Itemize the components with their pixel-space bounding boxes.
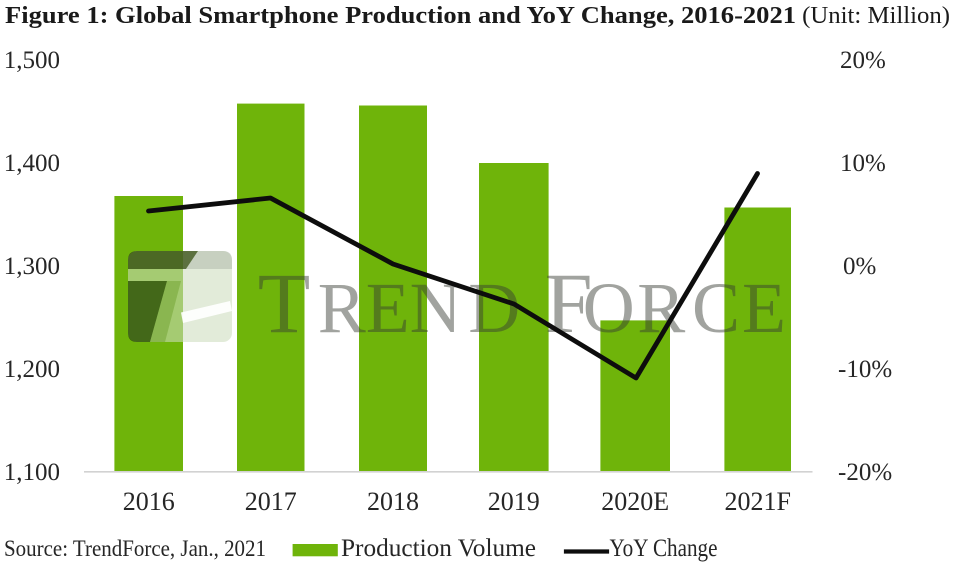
- svg-text:2020E: 2020E: [601, 487, 669, 516]
- svg-text:E: E: [742, 268, 786, 348]
- svg-text:YoY Change: YoY Change: [610, 535, 718, 562]
- svg-text:1,400: 1,400: [4, 150, 60, 177]
- svg-text:Source: TrendForce, Jan., 2021: Source: TrendForce, Jan., 2021: [4, 536, 266, 561]
- svg-text:R: R: [318, 268, 366, 348]
- svg-text:2017: 2017: [245, 487, 297, 516]
- svg-text:O: O: [583, 268, 635, 348]
- svg-text:2021F: 2021F: [724, 487, 790, 516]
- svg-text:1,200: 1,200: [4, 356, 60, 383]
- svg-text:Figure 1: Global Smartphone Pr: Figure 1: Global Smartphone Production a…: [5, 3, 950, 29]
- svg-text:Production Volume: Production Volume: [341, 535, 536, 562]
- svg-text:2019: 2019: [488, 487, 540, 516]
- svg-text:E: E: [366, 268, 410, 348]
- svg-text:2018: 2018: [367, 487, 419, 516]
- svg-text:1,100: 1,100: [4, 459, 60, 486]
- svg-text:-20%: -20%: [838, 459, 892, 486]
- svg-text:C: C: [692, 268, 740, 348]
- svg-text:1,300: 1,300: [4, 253, 60, 280]
- svg-text:T: T: [258, 255, 311, 351]
- svg-text:20%: 20%: [840, 47, 886, 74]
- svg-text:2016: 2016: [123, 487, 175, 516]
- svg-text:10%: 10%: [840, 150, 886, 177]
- svg-text:-10%: -10%: [838, 356, 892, 383]
- svg-text:D: D: [468, 268, 520, 348]
- svg-text:0%: 0%: [843, 253, 876, 280]
- svg-text:1,500: 1,500: [4, 47, 60, 74]
